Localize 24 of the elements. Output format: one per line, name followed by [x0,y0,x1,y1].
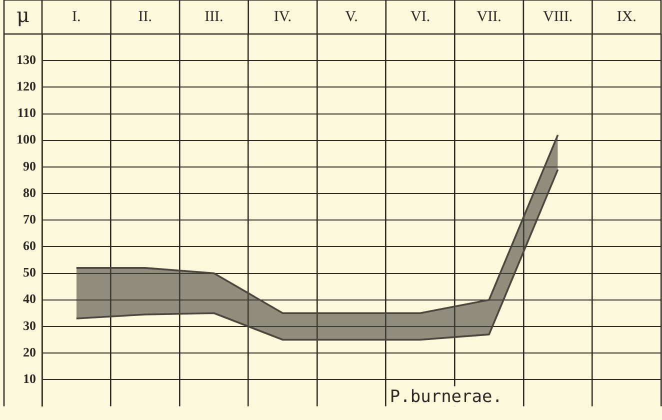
annotation: P.burnerae. [390,387,502,408]
x-tick-label: V. [345,8,358,25]
x-tick-label: VII. [476,8,502,25]
y-tick-label: 110 [17,105,36,120]
x-tick-label: II. [138,8,152,25]
y-tick-label: 130 [16,52,36,67]
y-tick-label: 100 [16,132,36,147]
y-tick-label: 30 [23,318,36,333]
y-tick-label: 80 [23,184,36,200]
y-tick-label: 10 [23,370,36,386]
y-tick-label: 70 [23,211,36,226]
x-tick-label: VIII. [543,8,573,25]
y-tick-label: 120 [16,78,36,94]
y-tick-label: 90 [23,158,36,174]
y-tick-label: 60 [23,238,36,254]
y-tick-label: 40 [23,291,36,306]
y-tick-label: 20 [23,344,36,360]
y-axis-title: μ [16,3,30,28]
x-tick-label: I. [72,8,81,25]
y-tick-label: 50 [23,264,36,280]
x-tick-label: III. [204,8,224,25]
x-tick-label: IV. [274,8,292,25]
x-tick-label: VI. [410,8,430,25]
x-tick-label: IX. [616,8,636,25]
